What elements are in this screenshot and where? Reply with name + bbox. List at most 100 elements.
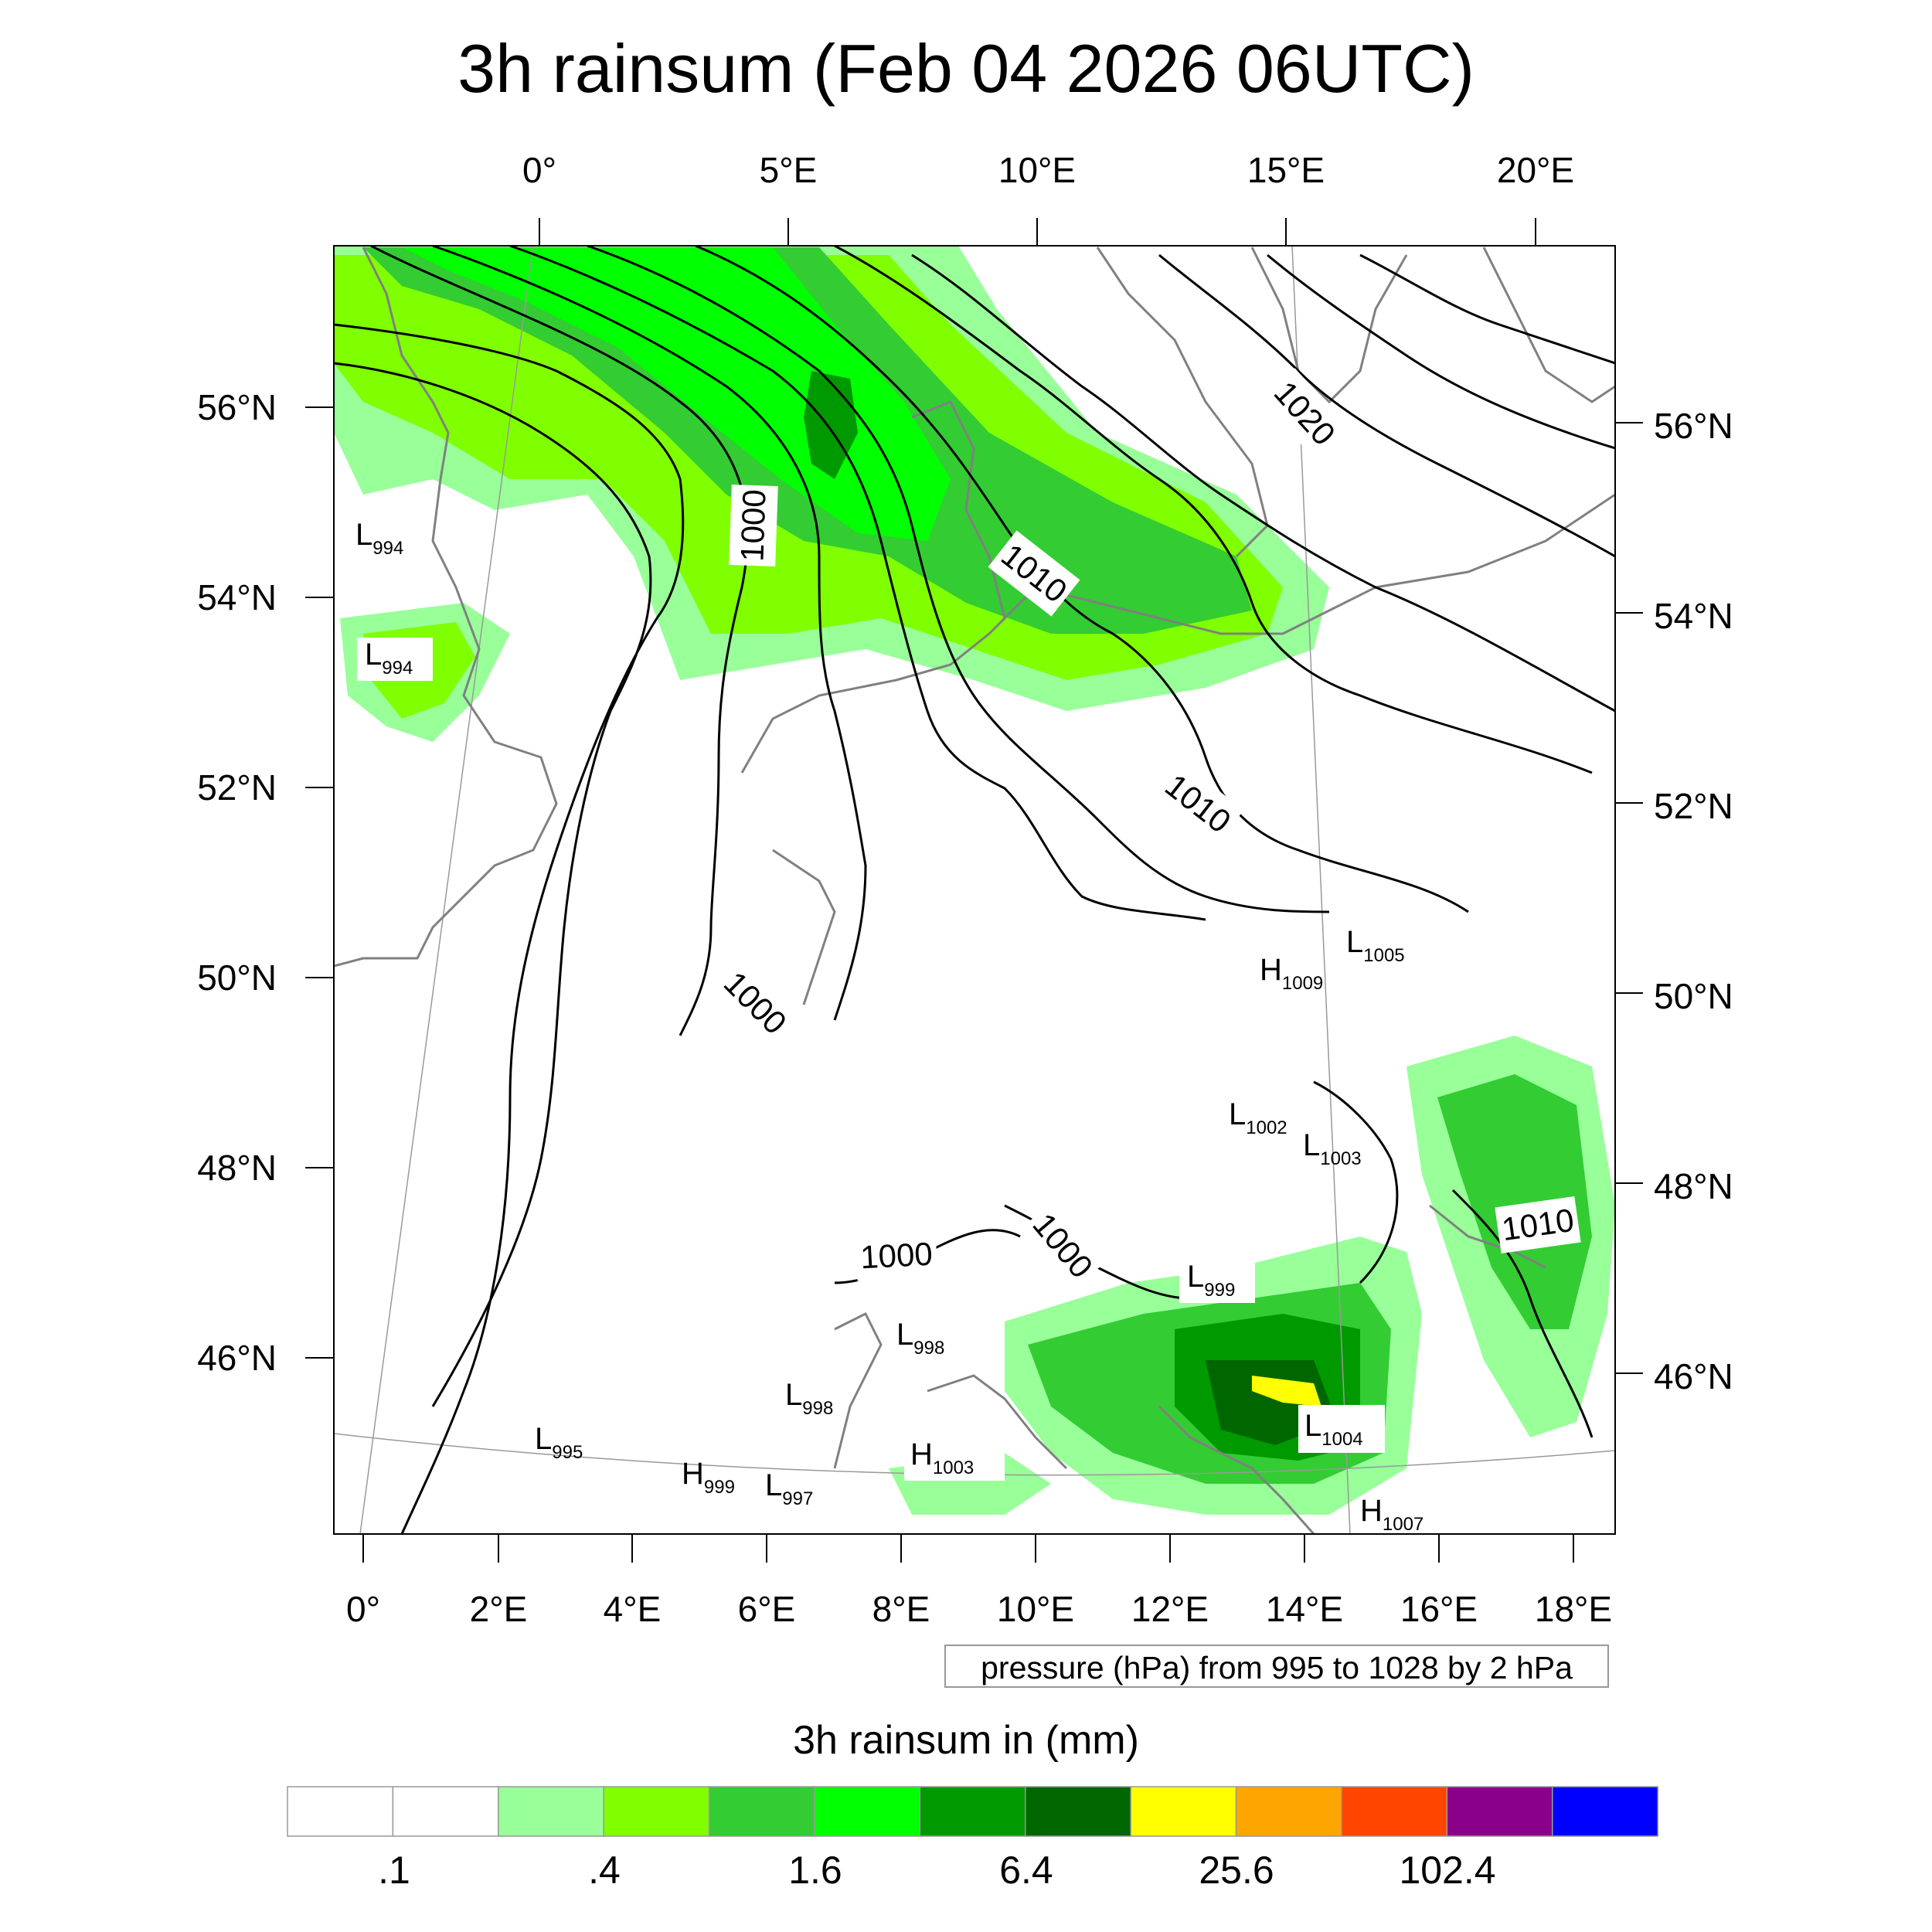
- pressure-center-marker: L994: [355, 518, 403, 559]
- pressure-center-marker: H1009: [1260, 953, 1323, 994]
- right-lat-label: 52°N: [1654, 786, 1733, 826]
- pressure-center-value: 1007: [1383, 1514, 1423, 1535]
- pressure-centers: L994 L994 L1005 H1009 L1002 L1003 L999 L…: [355, 518, 1423, 1535]
- isobars: [334, 246, 1615, 1534]
- colorbar-label: 25.6: [1199, 1849, 1274, 1892]
- bottom-lon-label: 4°E: [604, 1589, 662, 1629]
- top-longitude-labels: 0° 5°E 10°E 15°E 20°E: [522, 150, 1574, 190]
- bottom-longitude-labels: 0° 2°E 4°E 6°E 8°E 10°E 12°E 14°E 16°E 1…: [346, 1589, 1612, 1629]
- pressure-center-marker: L997: [765, 1468, 813, 1509]
- right-lat-label: 46°N: [1654, 1356, 1733, 1396]
- pressure-center-type: H: [1260, 953, 1282, 987]
- pressure-center-type: L: [1303, 1128, 1320, 1162]
- colorbar-label: 1.6: [788, 1849, 842, 1892]
- bottom-ticks: [362, 1534, 1574, 1563]
- pressure-center-marker: L998: [896, 1318, 944, 1359]
- pressure-center-value: 998: [802, 1398, 833, 1419]
- pressure-center-marker: L1002: [1229, 1097, 1287, 1138]
- left-lat-label: 50°N: [197, 957, 277, 998]
- pressure-center-value: 994: [372, 538, 403, 559]
- pressure-center-value: 1003: [1320, 1148, 1361, 1169]
- pressure-center-type: H: [910, 1437, 933, 1471]
- pressure-center-marker: L1004: [1304, 1409, 1363, 1450]
- pressure-center-type: L: [785, 1378, 802, 1412]
- pressure-center-type: L: [1346, 925, 1363, 959]
- right-lat-label: 50°N: [1654, 976, 1733, 1016]
- bottom-lon-label: 12°E: [1131, 1589, 1209, 1629]
- colorbar-swatch: [498, 1786, 604, 1837]
- pressure-center-value: 1003: [933, 1458, 974, 1478]
- pressure-center-type: L: [535, 1422, 552, 1456]
- colorbar-swatch: [1341, 1786, 1448, 1837]
- colorbar-swatch: [287, 1786, 394, 1837]
- pressure-center-type: L: [896, 1318, 913, 1352]
- pressure-info-box: pressure (hPa) from 995 to 1028 by 2 hPa: [944, 1645, 1609, 1688]
- left-lat-label: 56°N: [197, 387, 277, 427]
- rain-area: [1252, 1376, 1321, 1406]
- legend-title: 3h rainsum in (mm): [793, 1718, 1139, 1763]
- pressure-center-value: 999: [704, 1477, 735, 1498]
- colorbar-labels: .1 .4 1.6 6.4 25.6 102.4: [378, 1849, 1495, 1892]
- right-lat-label: 48°N: [1654, 1166, 1733, 1206]
- pressure-center-marker: L1003: [1303, 1128, 1362, 1169]
- bottom-lon-label: 16°E: [1400, 1589, 1478, 1629]
- pressure-center-marker: H1003: [910, 1437, 974, 1478]
- bottom-lon-label: 18°E: [1535, 1589, 1612, 1629]
- pressure-center-type: L: [765, 1468, 782, 1502]
- right-lat-label: 56°N: [1654, 406, 1733, 446]
- pressure-center-type: H: [682, 1457, 704, 1491]
- colorbar-swatch: [603, 1786, 710, 1837]
- bottom-lon-label: 6°E: [738, 1589, 796, 1629]
- colorbar-swatch: [1025, 1786, 1131, 1837]
- colorbar-swatch: [1130, 1786, 1237, 1837]
- pressure-center-value: 1002: [1246, 1117, 1287, 1138]
- pressure-center-type: L: [1229, 1097, 1246, 1131]
- pressure-center-value: 995: [552, 1442, 583, 1463]
- rain-area: [1437, 1074, 1592, 1329]
- pressure-center-type: L: [365, 638, 382, 672]
- pressure-center-value: 999: [1204, 1280, 1235, 1301]
- map-border: [333, 245, 1616, 1535]
- right-lat-label: 54°N: [1654, 596, 1733, 636]
- pressure-center-marker: L1005: [1346, 925, 1405, 966]
- colorbar-swatch: [1552, 1786, 1658, 1837]
- left-lat-label: 48°N: [197, 1148, 277, 1188]
- pressure-center-value: 994: [382, 658, 413, 679]
- top-lon-label: 15°E: [1247, 150, 1325, 190]
- contour-label: 1000: [859, 1236, 934, 1276]
- pressure-center-value: 998: [913, 1338, 944, 1359]
- colorbar-swatch: [814, 1786, 921, 1837]
- colorbar-swatch: [708, 1786, 815, 1837]
- top-lon-label: 0°: [522, 150, 556, 190]
- pressure-center-type: L: [1304, 1409, 1321, 1443]
- colorbar-swatch: [919, 1786, 1026, 1837]
- top-ticks: [539, 218, 1536, 246]
- pressure-center-value: 1005: [1363, 945, 1404, 966]
- pressure-center-marker: L994: [365, 638, 413, 679]
- pressure-center-marker: L995: [535, 1422, 583, 1463]
- top-lon-label: 10°E: [998, 150, 1076, 190]
- left-lat-label: 46°N: [197, 1338, 277, 1378]
- bottom-lon-label: 0°: [346, 1589, 380, 1629]
- pressure-center-value: 997: [782, 1488, 813, 1509]
- map-area: 1000 1010 1010 1020 1000 1000: [334, 246, 1615, 1535]
- colorbar-label: .4: [588, 1849, 621, 1892]
- colorbar: [287, 1786, 1658, 1837]
- left-latitude-labels: 56°N 54°N 52°N 50°N 48°N 46°N: [197, 387, 277, 1378]
- colorbar-swatch: [1235, 1786, 1342, 1837]
- top-lon-label: 5°E: [760, 150, 818, 190]
- chart-title: 3h rainsum (Feb 04 2026 06UTC): [457, 30, 1475, 107]
- top-lon-label: 20°E: [1497, 150, 1574, 190]
- bottom-lon-label: 14°E: [1266, 1589, 1343, 1629]
- left-ticks: [305, 406, 334, 1359]
- right-latitude-labels: 56°N 54°N 52°N 50°N 48°N 46°N: [1654, 406, 1733, 1396]
- colorbar-swatch: [392, 1786, 499, 1837]
- bottom-lon-label: 10°E: [997, 1589, 1074, 1629]
- left-lat-label: 52°N: [197, 767, 277, 808]
- pressure-center-type: L: [355, 518, 372, 552]
- left-lat-label: 54°N: [197, 577, 277, 617]
- pressure-center-marker: H999: [682, 1457, 735, 1498]
- pressure-center-marker: L998: [785, 1378, 833, 1419]
- right-ticks: [1615, 422, 1643, 1374]
